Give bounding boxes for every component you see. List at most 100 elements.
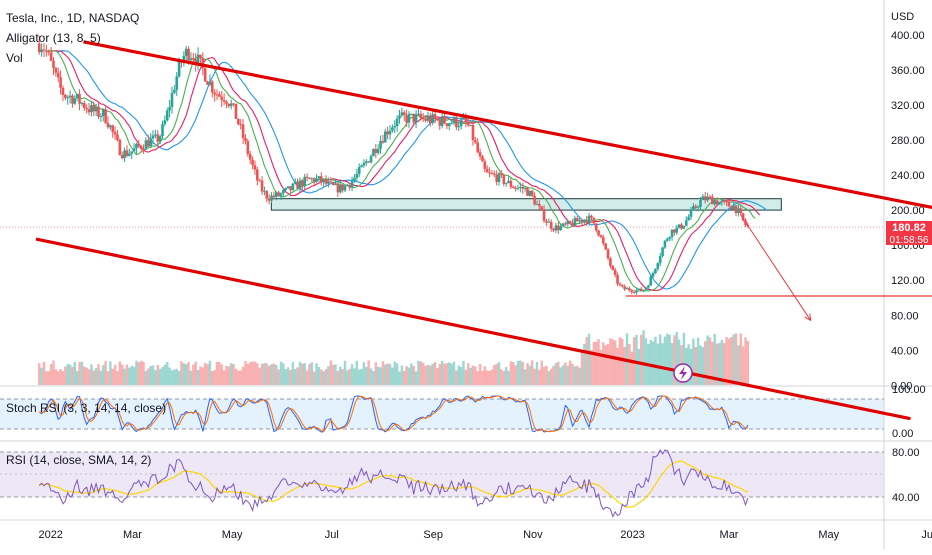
candle-body — [644, 287, 648, 290]
projection-arrow[interactable] — [740, 214, 812, 321]
candle-body — [696, 206, 700, 208]
volume-bar — [689, 348, 693, 385]
volume-bar — [642, 330, 645, 385]
candle-body — [632, 291, 636, 293]
volume-bar — [305, 370, 309, 385]
candle-body — [341, 184, 344, 191]
candle-body — [68, 95, 72, 98]
volume-bar — [471, 365, 475, 385]
volume-bar — [123, 368, 126, 385]
volume-bar — [232, 364, 235, 385]
price-tick-label: 360.00 — [891, 65, 925, 77]
volume-bar — [97, 364, 100, 385]
candle-body — [410, 113, 413, 115]
volume-bar — [71, 366, 74, 385]
volume-bar — [208, 360, 212, 385]
volume-bar — [696, 337, 700, 385]
volume-bar — [263, 363, 266, 385]
candle-body — [414, 114, 418, 123]
rsi-tick-80: 80.00 — [892, 447, 920, 459]
candle-body — [360, 165, 363, 168]
volume-bar — [291, 361, 295, 385]
candle-body — [701, 196, 705, 201]
candle-body — [602, 237, 605, 244]
channel-lower-line[interactable] — [35, 237, 911, 421]
support-zone-layer[interactable] — [270, 198, 782, 211]
channel-upper-line[interactable] — [83, 40, 932, 213]
volume-bar — [116, 371, 119, 385]
volume-bar — [732, 334, 735, 385]
candle-body — [540, 206, 543, 210]
candle-body — [587, 215, 591, 223]
candle-body — [483, 161, 487, 169]
alligator-legend[interactable]: Alligator (13, 8, 5) — [6, 31, 101, 45]
volume-bar — [673, 335, 676, 385]
lightning-icon[interactable] — [673, 363, 693, 383]
candle-body — [718, 202, 721, 205]
candle-body — [170, 92, 174, 107]
candle-body — [37, 43, 41, 53]
volume-bar — [135, 360, 138, 385]
volume-bar — [132, 366, 136, 385]
symbol-title[interactable]: Tesla, Inc., 1D, NASDAQ — [6, 11, 139, 25]
volume-bar — [180, 361, 183, 385]
volume-bar — [500, 369, 503, 385]
candles — [37, 35, 750, 295]
candle-body — [585, 219, 589, 223]
volume-bar — [68, 364, 72, 385]
candle-body — [493, 173, 496, 175]
candle-body — [59, 77, 62, 88]
volume-bar — [251, 361, 254, 385]
candle-body — [511, 186, 515, 188]
candle-body — [175, 76, 179, 90]
candle-body — [623, 286, 626, 290]
volume-bar — [258, 367, 261, 385]
stoch-legend[interactable]: Stoch RSI (3, 3, 14, 14, close) — [6, 401, 166, 415]
candle-body — [348, 184, 352, 188]
alligator-jaw-line — [57, 50, 768, 290]
volume-bar — [540, 360, 543, 385]
volume-bar — [365, 366, 368, 385]
volume-bar — [237, 370, 240, 385]
volume-bar — [677, 339, 681, 385]
volume-legend[interactable]: Vol — [6, 51, 23, 65]
candle-body — [116, 134, 119, 140]
stoch-band — [0, 399, 884, 429]
candle-body — [301, 180, 304, 187]
rsi-legend[interactable]: RSI (14, close, SMA, 14, 2) — [6, 453, 151, 467]
candle-body — [689, 209, 693, 217]
volume-bar — [187, 362, 190, 385]
candle-body — [49, 52, 53, 61]
volume-bar — [336, 371, 340, 385]
volume-bar — [542, 366, 546, 385]
candle-body — [680, 224, 683, 229]
candle-body — [523, 187, 527, 189]
price-tick-label: 400.00 — [891, 30, 925, 42]
volume-bar — [111, 368, 114, 385]
candle-body — [433, 114, 437, 119]
volume-bar — [459, 366, 463, 385]
volume-bar — [83, 366, 86, 385]
candle-body — [104, 109, 107, 123]
candle-body — [668, 237, 671, 239]
candle-body — [711, 196, 714, 205]
volume-bar — [445, 363, 449, 385]
alligator-teeth-line — [50, 50, 761, 291]
volume-bar — [289, 369, 292, 385]
candle-body — [270, 195, 273, 201]
volume-bar — [403, 370, 406, 385]
candle-body — [85, 108, 88, 110]
candle-body — [481, 156, 484, 162]
drawings-layer[interactable] — [35, 40, 932, 421]
volume-bar — [246, 364, 250, 385]
volume-bar — [571, 364, 574, 385]
candle-body — [594, 223, 598, 231]
volume-bar — [651, 341, 655, 385]
candle-body — [459, 119, 463, 127]
candle-body — [322, 179, 325, 183]
volume-bar — [322, 371, 325, 385]
candle-body — [391, 127, 394, 131]
volume-bar — [464, 369, 468, 385]
